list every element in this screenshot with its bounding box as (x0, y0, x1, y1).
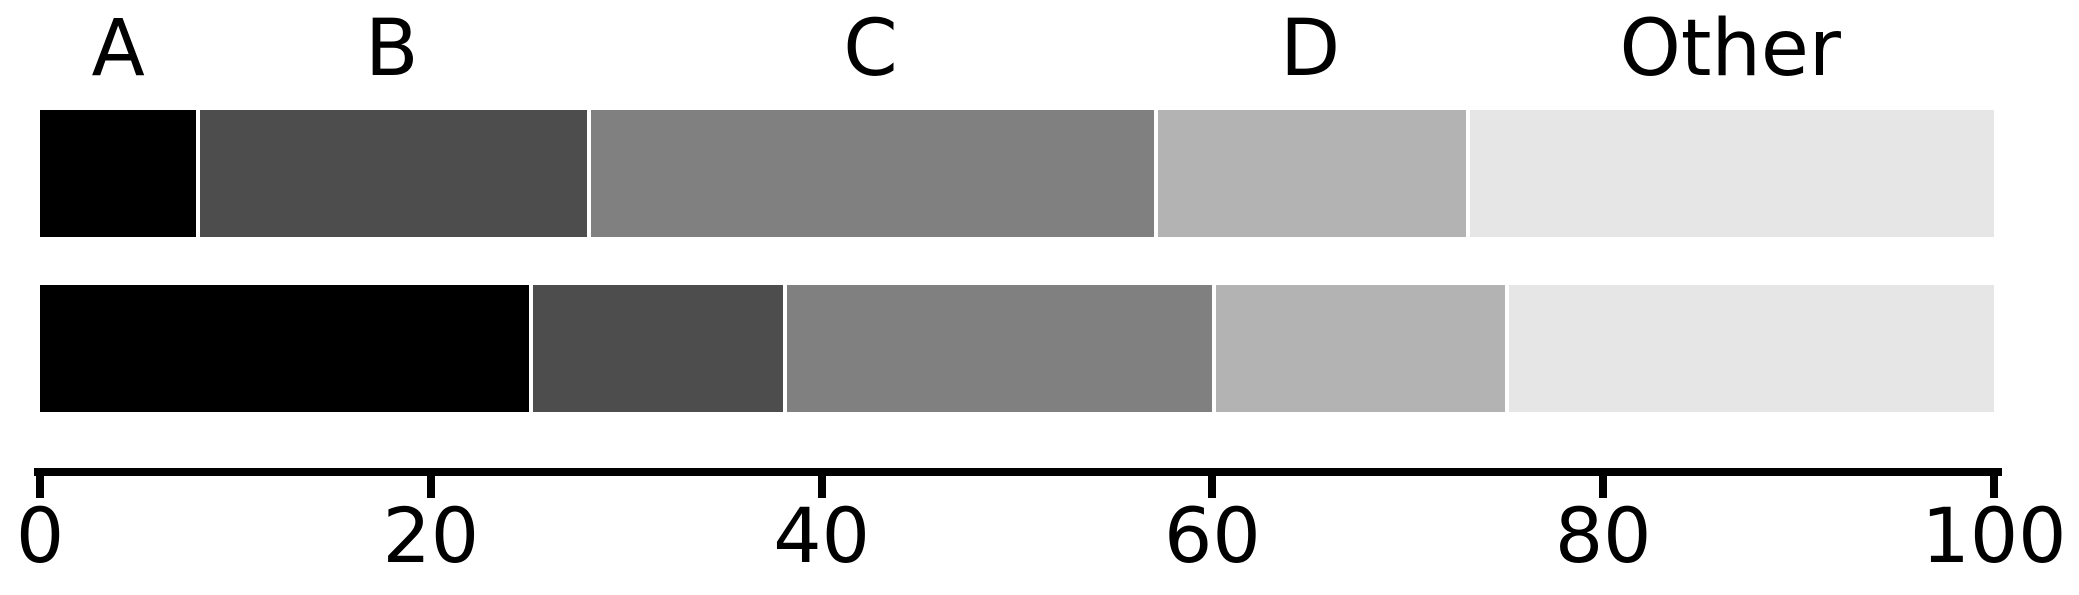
top-bar-segment-Other (1466, 110, 1994, 237)
x-tick-label-100: 100 (1921, 491, 2067, 580)
category-label-C: C (843, 4, 898, 94)
category-label-D: D (1280, 4, 1341, 94)
bar-row-bottom (40, 285, 1994, 412)
category-label-A: A (91, 4, 145, 94)
bottom-bar-segment-B (528, 285, 783, 412)
x-tick-40 (817, 468, 826, 498)
x-tick-label-20: 20 (382, 491, 480, 580)
x-tick-60 (1208, 468, 1217, 498)
bottom-bar-segment-C (782, 285, 1213, 412)
x-tick-label-0: 0 (15, 491, 65, 580)
top-bar-segment-D (1153, 110, 1467, 237)
bottom-bar-segment-D (1212, 285, 1506, 412)
category-label-B: B (364, 4, 419, 94)
x-tick-80 (1599, 468, 1608, 498)
bar-row-top (40, 110, 1994, 237)
top-bar-segment-B (196, 110, 588, 237)
top-bar-segment-C (587, 110, 1154, 237)
top-bar-segment-A (40, 110, 197, 237)
x-tick-label-80: 80 (1554, 491, 1652, 580)
bottom-bar-segment-A (40, 285, 529, 412)
x-tick-20 (426, 468, 435, 498)
x-tick-label-60: 60 (1164, 491, 1261, 580)
x-tick-label-40: 40 (773, 491, 870, 580)
x-tick-0 (36, 468, 44, 498)
category-label-Other: Other (1619, 4, 1841, 94)
x-axis-line (34, 468, 2002, 476)
bottom-bar-segment-Other (1505, 285, 1994, 412)
x-tick-100 (1990, 468, 1998, 498)
